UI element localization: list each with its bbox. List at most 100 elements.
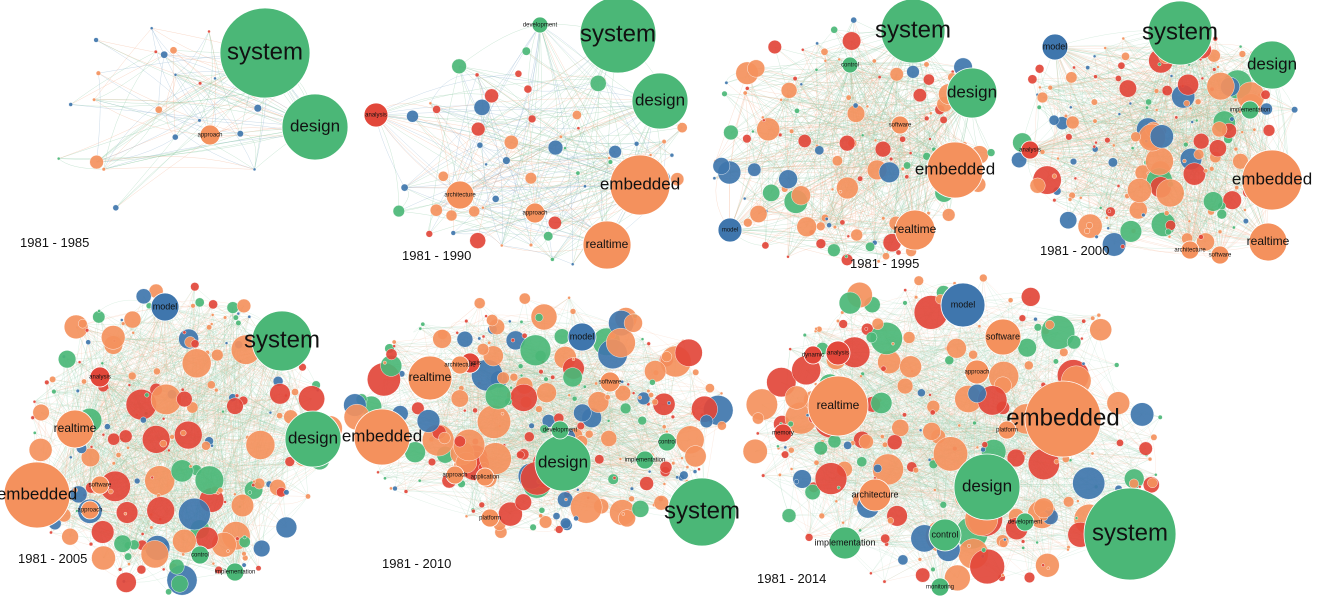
network-node xyxy=(161,567,166,572)
network-edge xyxy=(754,28,901,170)
network-edge xyxy=(560,127,683,138)
network-node xyxy=(169,46,178,55)
network-edge xyxy=(729,59,840,231)
network-node xyxy=(168,558,185,575)
network-node xyxy=(144,392,150,398)
hub-node-control xyxy=(841,56,859,74)
network-edge xyxy=(1094,146,1269,243)
network-node xyxy=(123,310,142,329)
network-node xyxy=(112,204,120,212)
network-edge xyxy=(721,147,820,167)
network-node xyxy=(425,230,433,238)
network-edge xyxy=(754,169,956,174)
network-edge xyxy=(849,64,875,243)
network-edge xyxy=(443,157,610,177)
network-edge xyxy=(780,99,931,140)
network-node xyxy=(987,148,996,157)
network-edge xyxy=(729,88,748,231)
network-node xyxy=(430,203,443,217)
network-node xyxy=(1086,221,1093,229)
network-node xyxy=(210,313,215,317)
network-edge xyxy=(765,217,826,246)
network-node xyxy=(115,572,137,593)
network-edge xyxy=(787,95,901,126)
network-node xyxy=(676,122,688,133)
network-node xyxy=(81,378,87,385)
network-edge xyxy=(151,28,200,121)
network-edge xyxy=(763,120,901,126)
network-edge xyxy=(577,141,665,174)
network-edge xyxy=(436,136,562,211)
network-edge xyxy=(93,28,152,100)
network-node xyxy=(570,262,575,266)
network-edge xyxy=(828,124,901,226)
network-node xyxy=(824,216,829,221)
network-node xyxy=(135,288,152,305)
network-node xyxy=(1216,209,1227,220)
network-edge xyxy=(1019,86,1235,161)
node-label-embedded: embedded xyxy=(600,174,680,193)
network-node xyxy=(255,565,262,572)
network-edge xyxy=(1062,122,1164,225)
network-edge xyxy=(1039,90,1168,108)
network-edge xyxy=(459,24,541,196)
network-edge xyxy=(58,158,104,170)
network-node xyxy=(634,141,640,147)
network-node xyxy=(1242,218,1249,225)
network-edge xyxy=(451,141,665,216)
network-edge xyxy=(436,109,672,156)
network-edge xyxy=(158,109,255,170)
network-node xyxy=(712,176,717,180)
network-edge xyxy=(849,64,876,243)
network-node xyxy=(747,59,765,78)
node-label-architecture: architecture xyxy=(1174,248,1206,254)
network-edge xyxy=(1123,38,1157,92)
network-node xyxy=(1065,133,1073,141)
network-edge xyxy=(824,51,857,236)
network-node xyxy=(104,423,111,430)
network-edge xyxy=(816,20,854,71)
network-node xyxy=(1174,115,1179,120)
network-edge xyxy=(534,148,566,214)
network-edge xyxy=(96,120,200,163)
network-node xyxy=(528,114,537,124)
network-edge xyxy=(879,76,927,119)
network-node xyxy=(253,539,271,557)
network-edge xyxy=(791,64,851,132)
network-edge xyxy=(1081,67,1096,150)
node-label-design: design xyxy=(947,82,997,101)
network-edge xyxy=(1197,101,1208,242)
network-edge xyxy=(115,91,255,208)
network-edge xyxy=(784,95,807,227)
network-node xyxy=(749,205,768,223)
network-edge xyxy=(375,114,611,239)
network-edge xyxy=(849,64,943,155)
network-node xyxy=(908,151,913,155)
network-node xyxy=(830,26,838,34)
network-edge xyxy=(398,210,532,246)
network-edge xyxy=(863,76,880,107)
network-edge xyxy=(824,51,916,231)
network-node xyxy=(796,216,817,237)
network-node xyxy=(550,257,555,262)
network-edge xyxy=(825,60,949,216)
network-edge xyxy=(436,98,661,110)
network-edge xyxy=(58,133,241,160)
network-node xyxy=(1164,228,1172,236)
network-node xyxy=(190,282,200,292)
network-edge xyxy=(747,88,916,231)
network-edge xyxy=(151,28,201,84)
network-edge xyxy=(787,240,893,258)
network-node xyxy=(575,170,581,176)
network-edge xyxy=(572,83,599,265)
network-node xyxy=(1047,85,1053,91)
network-node xyxy=(1153,88,1160,94)
network-node xyxy=(576,126,581,130)
network-node xyxy=(1209,139,1227,158)
network-edge xyxy=(744,92,763,215)
network-edge xyxy=(1108,227,1191,251)
network-node xyxy=(474,72,480,78)
network-node xyxy=(1094,234,1099,239)
network-node xyxy=(789,128,795,134)
network-node xyxy=(1198,234,1204,240)
